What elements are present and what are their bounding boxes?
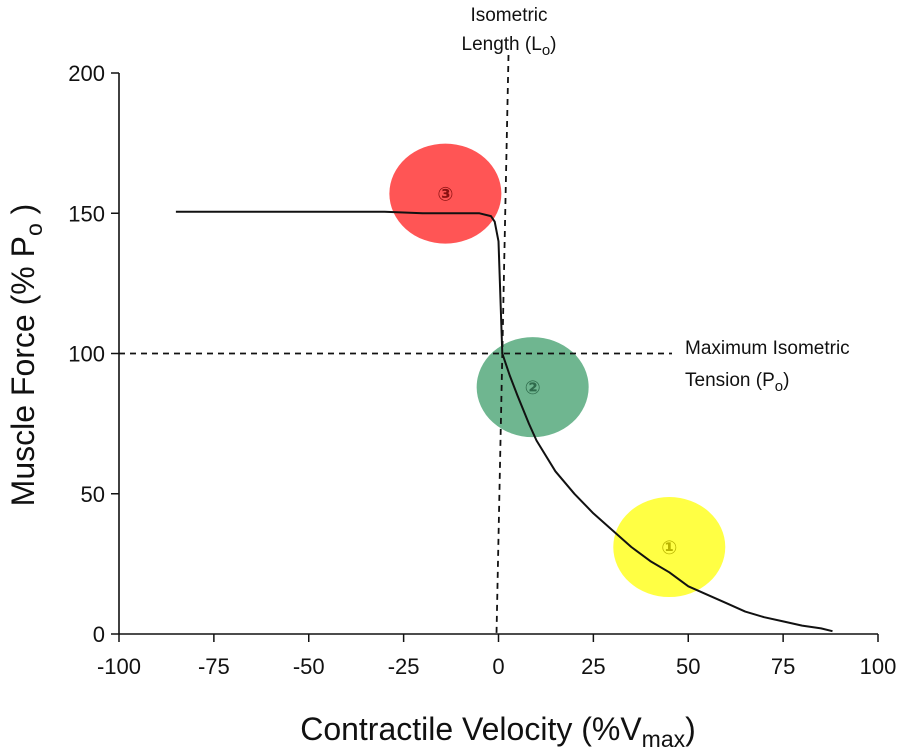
- annotation-label-3: ③: [437, 185, 453, 206]
- y-tick-label: 0: [93, 622, 105, 647]
- y-axis-title: Muscle Force (% Po ): [5, 204, 47, 507]
- x-tick-label: 75: [771, 654, 795, 679]
- annotation-circles: [389, 143, 726, 598]
- y-tick-label: 150: [68, 201, 105, 226]
- ticks: -100 -75 -50 -25 0 25 50 75 100 0 50 100 150 200: [68, 61, 896, 679]
- x-tick-label: 25: [581, 654, 605, 679]
- x-tick-label: -50: [293, 654, 325, 679]
- reference-lines: [119, 54, 672, 635]
- series-line-1: [175, 210, 833, 633]
- x-axis-title: Contractile Velocity (%Vmax): [300, 711, 696, 752]
- x-tick-label: -100: [97, 654, 141, 679]
- x-tick-label: -25: [388, 654, 420, 679]
- annotation-circle-1: [613, 497, 726, 598]
- vertical-refline-label-line1: Isometric: [470, 5, 547, 26]
- annotation-labels: ① ② ③: [437, 185, 677, 559]
- series: [175, 210, 833, 633]
- x-tick-label: 50: [676, 654, 700, 679]
- x-tick-label: 100: [860, 654, 897, 679]
- x-tick-label: -75: [198, 654, 230, 679]
- y-tick-label: 50: [81, 482, 105, 507]
- annotation-label-1: ①: [661, 538, 677, 559]
- vertical-refline-label-line2: Length (Lo): [462, 34, 557, 59]
- annotation-circle-3: [389, 143, 502, 244]
- y-tick-label: 100: [68, 342, 105, 367]
- y-tick-label: 200: [68, 61, 105, 86]
- horizontal-refline-label-line1: Maximum Isometric: [685, 338, 850, 359]
- x-tick-label: 0: [492, 654, 504, 679]
- annotation-label-2: ②: [525, 378, 541, 399]
- horizontal-refline-label-line2: Tension (Po): [685, 370, 789, 395]
